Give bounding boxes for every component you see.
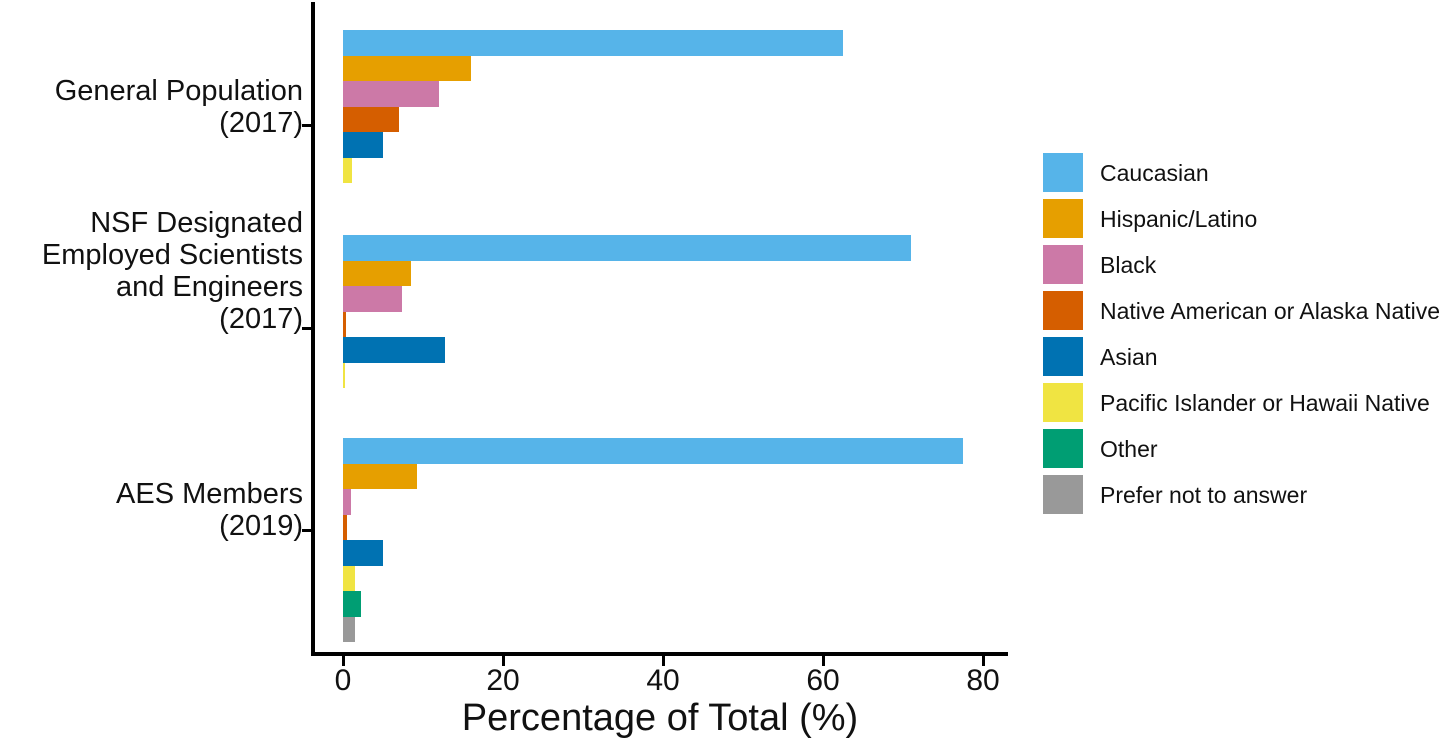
legend-item-label: Native American or Alaska Native bbox=[1100, 297, 1441, 324]
x-axis-title: Percentage of Total (%) bbox=[461, 697, 859, 739]
bar-general-population-2017-native-american-or-alaska-native bbox=[343, 106, 399, 132]
x-tick-label: 20 bbox=[486, 664, 520, 697]
bar-nsf-designated-employed-scientists-and-engineers-2017-black bbox=[343, 286, 403, 312]
y-axis-group-label: AES Members (2019) bbox=[116, 478, 303, 542]
x-tick bbox=[821, 656, 825, 666]
legend-key-swatch bbox=[1043, 291, 1083, 330]
y-axis-group-label: General Population (2017) bbox=[54, 75, 303, 139]
legend-item-label: Other bbox=[1100, 435, 1158, 462]
bar-aes-members-2019-black bbox=[343, 489, 351, 515]
legend-key-swatch bbox=[1043, 245, 1083, 284]
legend-key-swatch bbox=[1043, 475, 1083, 514]
y-tick bbox=[302, 123, 312, 127]
bar-general-population-2017-black bbox=[343, 81, 439, 107]
x-tick-label: 80 bbox=[966, 664, 1000, 697]
bar-nsf-designated-employed-scientists-and-engineers-2017-asian bbox=[343, 337, 446, 363]
y-axis-line bbox=[311, 2, 315, 656]
legend-item-black: Black bbox=[1043, 245, 1440, 284]
bar-aes-members-2019-other bbox=[343, 591, 361, 617]
x-tick-label: 60 bbox=[806, 664, 840, 697]
legend-item-label: Black bbox=[1100, 251, 1157, 278]
bar-aes-members-2019-native-american-or-alaska-native bbox=[343, 514, 347, 540]
bar-general-population-2017-pacific-islander-or-hawaii-native bbox=[343, 157, 352, 183]
bar-nsf-designated-employed-scientists-and-engineers-2017-pacific-islander-or-hawaii-native bbox=[343, 362, 346, 388]
legend-item-prefer-not-to-answer: Prefer not to answer bbox=[1043, 475, 1440, 514]
bar-nsf-designated-employed-scientists-and-engineers-2017-hispanic-latino bbox=[343, 260, 411, 286]
bar-nsf-designated-employed-scientists-and-engineers-2017-caucasian bbox=[343, 235, 911, 261]
legend-item-other: Other bbox=[1043, 429, 1440, 468]
legend-key-swatch bbox=[1043, 429, 1083, 468]
legend: Caucasian Hispanic/Latino Black Native Amer… bbox=[1043, 153, 1440, 521]
legend-item-label: Caucasian bbox=[1100, 159, 1209, 186]
y-tick bbox=[302, 326, 312, 330]
bar-general-population-2017-asian bbox=[343, 132, 383, 158]
bar-general-population-2017-hispanic-latino bbox=[343, 55, 471, 81]
x-tick bbox=[341, 656, 345, 666]
legend-item-label: Asian bbox=[1100, 343, 1158, 370]
legend-key-swatch bbox=[1043, 153, 1083, 192]
legend-item-label: Prefer not to answer bbox=[1100, 481, 1308, 508]
legend-item-asian: Asian bbox=[1043, 337, 1440, 376]
x-tick bbox=[661, 656, 665, 666]
bar-aes-members-2019-hispanic-latino bbox=[343, 463, 418, 489]
legend-item-label: Pacific Islander or Hawaii Native bbox=[1100, 389, 1430, 416]
legend-item-label: Hispanic/Latino bbox=[1100, 205, 1258, 232]
x-tick bbox=[501, 656, 505, 666]
y-tick bbox=[302, 528, 312, 532]
bar-aes-members-2019-asian bbox=[343, 540, 383, 566]
x-tick-label: 40 bbox=[646, 664, 680, 697]
bar-aes-members-2019-pacific-islander-or-hawaii-native bbox=[343, 565, 355, 591]
y-axis-group-label: NSF Designated Employed Scientists and Eng… bbox=[41, 207, 303, 335]
x-axis-line bbox=[311, 652, 1008, 656]
bar-aes-members-2019-prefer-not-to-answer bbox=[343, 616, 355, 642]
legend-item-pacific-islander-or-hawaii-native: Pacific Islander or Hawaii Native bbox=[1043, 383, 1440, 422]
x-tick bbox=[981, 656, 985, 666]
legend-item-hispanic-latino: Hispanic/Latino bbox=[1043, 199, 1440, 238]
legend-item-native-american-or-alaska-native: Native American or Alaska Native bbox=[1043, 291, 1440, 330]
x-tick-label: 0 bbox=[334, 664, 352, 697]
bar-general-population-2017-caucasian bbox=[343, 30, 843, 56]
legend-key-swatch bbox=[1043, 383, 1083, 422]
legend-item-caucasian: Caucasian bbox=[1043, 153, 1440, 192]
legend-key-swatch bbox=[1043, 337, 1083, 376]
bar-nsf-designated-employed-scientists-and-engineers-2017-native-american-or-alaska-native bbox=[343, 311, 347, 337]
bar-aes-members-2019-caucasian bbox=[343, 438, 963, 464]
legend-key-swatch bbox=[1043, 199, 1083, 238]
